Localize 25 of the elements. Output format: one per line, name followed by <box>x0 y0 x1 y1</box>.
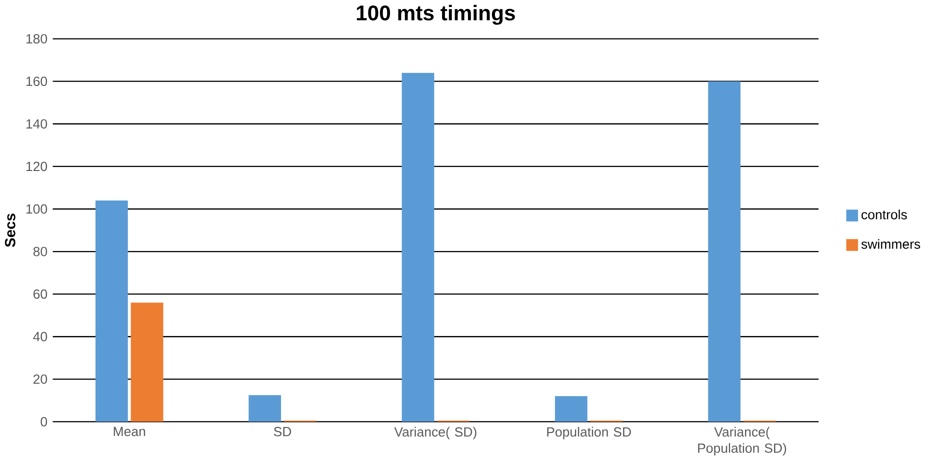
y-tick-label: 40 <box>33 332 48 342</box>
y-axis-title: Secs <box>4 213 16 247</box>
y-tick-label: 140 <box>26 119 48 128</box>
x-tick-label: SD <box>274 426 292 436</box>
bar <box>708 81 741 422</box>
bar <box>130 302 164 422</box>
x-tick-label: Variance( Population SD) <box>698 426 786 456</box>
y-tick-label: 100 <box>26 204 48 214</box>
y-tick-label: 160 <box>26 76 48 86</box>
y-tick-label: 80 <box>33 246 48 256</box>
x-tick-label: Population SD <box>547 426 631 440</box>
y-tick-label: 0 <box>40 416 48 426</box>
x-tick-label: Mean <box>114 426 146 436</box>
y-tick-label: 180 <box>26 34 48 44</box>
bar <box>402 72 434 422</box>
legend-label: swimmers <box>861 238 920 249</box>
y-tick-label: 60 <box>33 289 48 299</box>
bar <box>248 394 282 422</box>
chart-title: 100 mts timings <box>356 4 515 25</box>
y-tick-label: 20 <box>33 374 48 384</box>
bar <box>95 200 128 422</box>
bar <box>554 396 588 422</box>
y-tick-label: 120 <box>26 162 48 171</box>
x-tick-label: Variance( SD) <box>394 426 476 440</box>
legend-label: controls <box>862 209 907 220</box>
